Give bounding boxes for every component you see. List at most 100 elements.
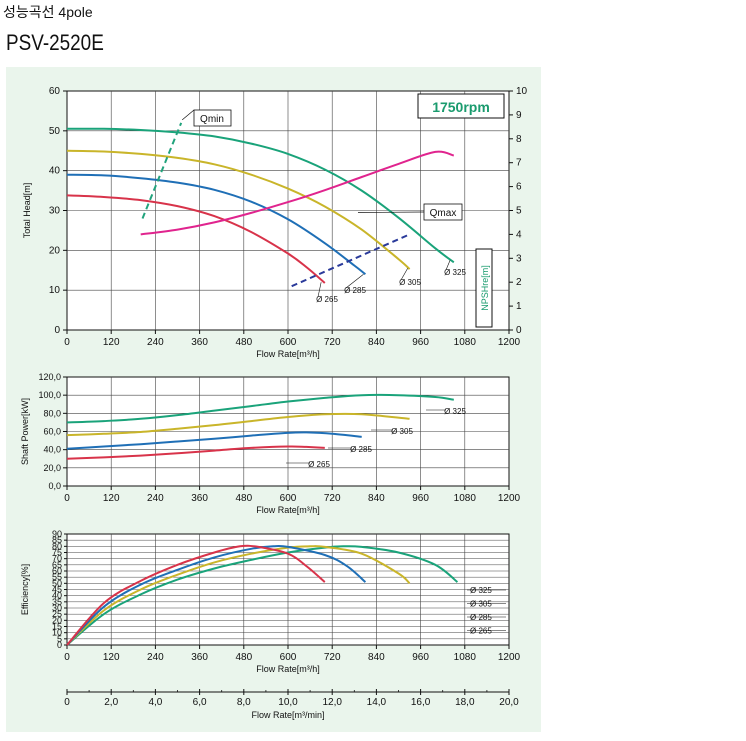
eff-y-tick-label: 70	[52, 554, 62, 564]
power-y-tick-label: 100,0	[38, 390, 61, 400]
qmax-label: Qmax	[430, 208, 457, 219]
power-annotation: Ø 285	[350, 445, 372, 454]
head-y2-tick-label: 2	[516, 277, 522, 288]
head-x-tick-label: 120	[103, 337, 120, 348]
head-y-tick-label: 40	[49, 166, 61, 177]
head-y2-tick-label: 10	[516, 86, 528, 97]
eff-x-tick-label: 1080	[454, 652, 477, 663]
eff-y-tick-label: 80	[52, 541, 62, 551]
power-x-tick-label: 1200	[498, 493, 521, 504]
chart-subtitle: 성능곡선 4pole	[3, 4, 93, 20]
head-y2-tick-label: 8	[516, 134, 522, 145]
eff-y-tick-label: 20	[52, 615, 62, 625]
head-x-tick-label: 600	[280, 337, 297, 348]
head-curve-285	[66, 173, 367, 276]
power-y-tick-label: 40,0	[43, 445, 61, 455]
npsh-curve	[140, 150, 455, 236]
head-y2-tick-label: 4	[516, 229, 522, 240]
head-x-tick-label: 960	[412, 337, 429, 348]
head-x-tick-label: 1080	[454, 337, 477, 348]
power-x-tick-label: 840	[368, 493, 385, 504]
head-y2-tick-label: 5	[516, 206, 522, 217]
flow-min-tick-label: 0	[64, 697, 70, 708]
eff-y-tick-label: 55	[52, 572, 62, 582]
head-curve-305	[66, 149, 411, 270]
flow-min-tick-label: 4,0	[148, 697, 162, 708]
power-x-tick-label: 1080	[454, 493, 477, 504]
flow-min-axis-label: Flow Rate[m³/min]	[251, 710, 324, 720]
power-y-tick-label: 20,0	[43, 463, 61, 473]
flow-min-tick-label: 16,0	[411, 697, 431, 708]
head-y2-tick-label: 9	[516, 110, 522, 121]
power-y-tick-label: 0,0	[48, 481, 61, 491]
eff-y-tick-label: 35	[52, 597, 62, 607]
head-y-tick-label: 60	[49, 86, 61, 97]
power-x-tick-label: 240	[147, 493, 164, 504]
head-y-tick-label: 0	[54, 325, 60, 336]
eff-y-tick-label: 25	[52, 609, 62, 619]
npsh-label-box	[475, 248, 493, 328]
eff-y-tick-label: 30	[52, 603, 62, 613]
head-x-tick-label: 840	[368, 337, 385, 348]
qmax-line	[291, 233, 410, 288]
power-annotation: Ø 305	[391, 427, 413, 436]
power-curve-325	[66, 393, 454, 424]
qmin-line	[141, 122, 183, 219]
eff-y-tick-label: 65	[52, 560, 62, 570]
head-y-tick-label: 10	[49, 285, 61, 296]
qmin-box	[193, 109, 232, 127]
eff-annotation: Ø 265	[470, 627, 492, 636]
head-annotation-leader	[445, 260, 451, 271]
head-annotation: Ø 305	[399, 278, 421, 287]
eff-x-tick-label: 360	[191, 652, 208, 663]
head-annotation: Ø 265	[316, 295, 338, 304]
power-curve-285	[66, 431, 362, 450]
power-x-tick-label: 960	[412, 493, 429, 504]
flow-min-tick-label: 10,0	[278, 697, 298, 708]
eff-y-tick-label: 5	[57, 634, 62, 644]
power-annotation: Ø 265	[308, 460, 330, 469]
eff-y-tick-label: 15	[52, 622, 62, 632]
head-y2-tick-label: 0	[516, 325, 522, 336]
flow-min-tick-label: 20,0	[499, 697, 519, 708]
power-x-tick-label: 600	[280, 493, 297, 504]
qmax-box	[423, 203, 463, 221]
power-x-tick-label: 0	[64, 493, 70, 504]
qmin-leader	[181, 109, 195, 121]
eff-x-tick-label: 720	[324, 652, 341, 663]
power-x-tick-label: 720	[324, 493, 341, 504]
rpm-box	[417, 93, 505, 119]
power-x-tick-label: 480	[235, 493, 252, 504]
power-y-tick-label: 60,0	[43, 427, 61, 437]
chart-panel: 0 120 240 360 480 600 720 840 960 1080 1200 0 10 20 30…	[6, 67, 541, 732]
eff-x-tick-label: 120	[103, 652, 120, 663]
flow-min-tick-label: 12,0	[322, 697, 342, 708]
flow-min-tick-label: 14,0	[367, 697, 387, 708]
eff-curve-285	[66, 544, 367, 646]
head-y2-axis-label: NPSHre[m]	[480, 265, 490, 311]
power-curve-265	[66, 445, 325, 460]
head-curve-265	[66, 194, 326, 284]
head-y-tick-label: 20	[49, 245, 61, 256]
eff-x-tick-label: 0	[64, 652, 70, 663]
chart-svg: 0 120 240 360 480 600 720 840 960 1080 12000102030…	[20, 86, 528, 720]
flow-min-tick-label: 18,0	[455, 697, 475, 708]
head-y2-tick-label: 6	[516, 182, 522, 193]
power-y-tick-label: 80,0	[43, 408, 61, 418]
eff-y-tick-label: 60	[52, 566, 62, 576]
head-annotation: Ø 285	[344, 286, 366, 295]
eff-x-tick-label: 840	[368, 652, 385, 663]
power-y-tick-label: 120,0	[38, 372, 61, 382]
head-x-axis-label: Flow Rate[m³/h]	[256, 349, 320, 359]
head-annotation-leader	[400, 268, 408, 281]
eff-x-tick-label: 600	[280, 652, 297, 663]
eff-y-tick-label: 45	[52, 585, 62, 595]
head-y2-tick-label: 7	[516, 158, 522, 169]
head-x-tick-label: 1200	[498, 337, 521, 348]
eff-x-tick-label: 960	[412, 652, 429, 663]
eff-curve-265	[66, 544, 326, 646]
eff-curve-325	[66, 545, 459, 646]
power-annotation: Ø 325	[444, 407, 466, 416]
flow-min-tick-label: 8,0	[237, 697, 251, 708]
power-x-tick-label: 360	[191, 493, 208, 504]
